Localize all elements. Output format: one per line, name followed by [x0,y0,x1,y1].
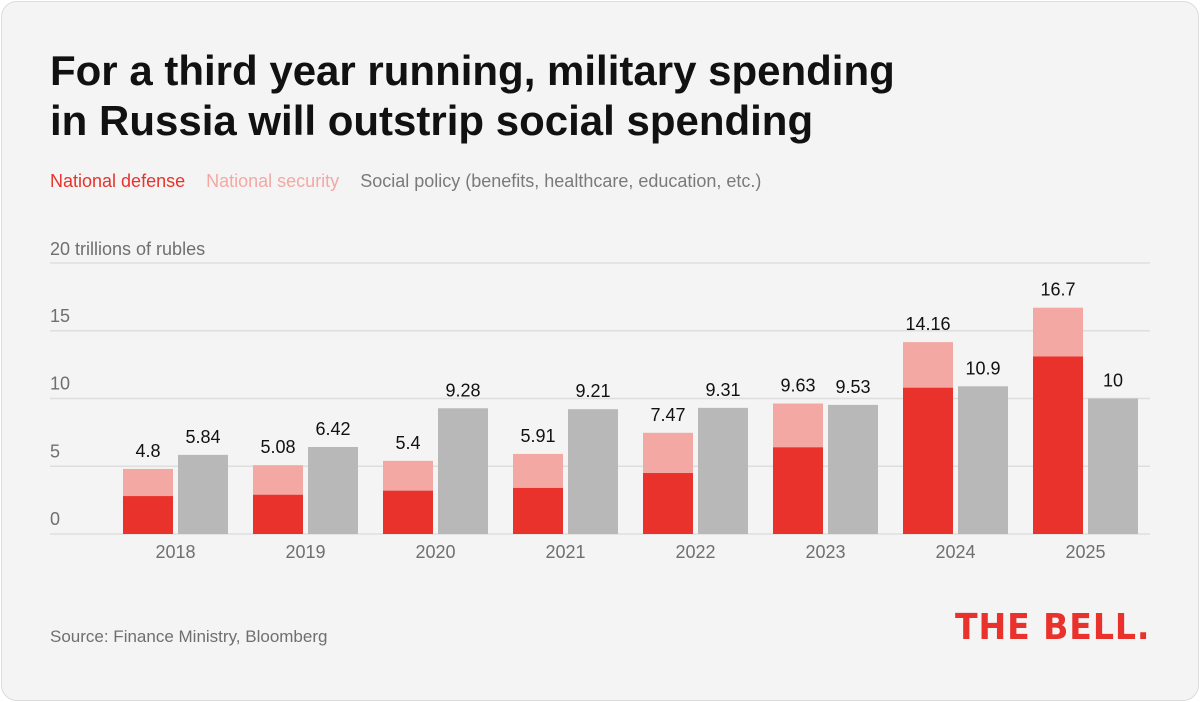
bar-national-defense-2025 [1033,356,1083,534]
bar-national-defense-2021 [513,487,563,534]
bar-national-security-2021 [513,453,563,488]
bar-national-defense-2019 [253,494,303,534]
bar-national-security-2018 [123,468,173,497]
legend-national-security: National security [206,171,340,191]
data-label-social-2025: 10 [1103,371,1123,391]
data-label-social-2021: 9.21 [575,381,610,401]
y-tick-label-10: 10 [50,374,70,394]
data-label-military-2024: 14.16 [905,314,950,334]
chart-title: For a third year running, military spend… [50,46,950,146]
source-note: Source: Finance Ministry, Bloomberg [50,627,328,646]
bar-national-security-2022 [643,432,693,474]
data-label-social-2023: 9.53 [835,377,870,397]
x-tick-label-2024: 2024 [935,542,975,562]
x-tick-label-2019: 2019 [285,542,325,562]
bar-social-policy-2019 [308,447,358,534]
bar-national-security-2025 [1033,307,1083,357]
x-tick-label-2023: 2023 [805,542,845,562]
data-label-military-2020: 5.4 [395,433,420,453]
data-label-military-2018: 4.8 [135,441,160,461]
title-line-2: in Russia will outstrip social spending [50,97,814,144]
data-label-social-2024: 10.9 [965,358,1000,378]
x-tick-label-2018: 2018 [155,542,195,562]
legend-social-policy: Social policy (benefits, healthcare, edu… [360,171,762,191]
legend-national-defense: National defense [50,171,186,191]
data-label-military-2019: 5.08 [260,437,295,457]
x-tick-label-2021: 2021 [545,542,585,562]
data-label-military-2022: 7.47 [650,405,685,425]
bar-national-defense-2018 [123,496,173,534]
bar-national-defense-2024 [903,387,953,534]
bar-social-policy-2023 [828,404,878,534]
bar-social-policy-2018 [178,454,228,534]
bar-social-policy-2022 [698,407,748,534]
y-tick-label-5: 5 [50,441,60,461]
bar-national-security-2024 [903,342,953,388]
data-label-social-2018: 5.84 [185,427,220,447]
bar-social-policy-2020 [438,408,488,534]
data-label-social-2020: 9.28 [445,380,480,400]
data-label-social-2019: 6.42 [315,419,350,439]
x-tick-label-2025: 2025 [1065,542,1105,562]
the-bell-logo: THE BELL. [954,607,1150,648]
bar-social-policy-2021 [568,409,618,534]
bar-national-security-2023 [773,403,823,448]
bar-social-policy-2025 [1088,398,1138,534]
bar-national-security-2020 [383,460,433,491]
bar-national-defense-2020 [383,490,433,534]
bar-national-security-2019 [253,465,303,495]
bar-national-defense-2023 [773,447,823,534]
data-label-military-2025: 16.7 [1040,280,1075,300]
title-line-1: For a third year running, military spend… [50,47,895,94]
x-tick-label-2020: 2020 [415,542,455,562]
data-label-military-2021: 5.91 [520,426,555,446]
legend: National defense National security Socia… [50,170,777,192]
y-tick-label-0: 0 [50,509,60,529]
bar-social-policy-2024 [958,386,1008,534]
bar-national-defense-2022 [643,473,693,534]
x-tick-label-2022: 2022 [675,542,715,562]
data-label-social-2022: 9.31 [705,380,740,400]
y-axis-top-label: 20 trillions of rubles [50,239,206,259]
y-tick-label-15: 15 [50,306,70,326]
data-label-military-2023: 9.63 [780,376,815,396]
